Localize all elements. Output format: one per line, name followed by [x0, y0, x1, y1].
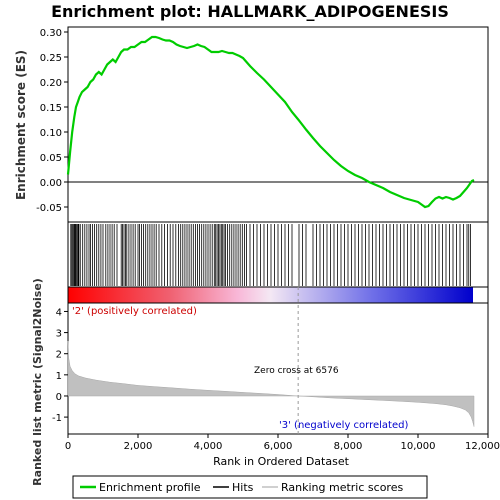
top-y-tick-label: 0.25 — [40, 53, 62, 64]
ranked-metric-panel: -1 0 1 2 3 4 '2' (positively correlated) '3' … — [52, 287, 489, 435]
top-y-tick-label: 0.00 — [40, 178, 62, 189]
top-y-tick-label: 0.15 — [40, 103, 62, 114]
x-tick-label: 4,000 — [194, 441, 223, 452]
chart-title: Enrichment plot: HALLMARK_ADIPOGENESIS — [51, 2, 449, 21]
bottom-y-tick-label: -1 — [52, 413, 62, 424]
x-tick-label: 6,000 — [264, 441, 293, 452]
legend-frame — [72, 475, 428, 499]
top-y-tick-label: 0.10 — [40, 128, 62, 139]
bottom-y-tick-label: 0 — [56, 392, 62, 403]
zero-cross-label: Zero cross at 6576 — [254, 366, 339, 376]
positive-correlation-label: '2' (positively correlated) — [72, 306, 197, 317]
hit-marks — [70, 224, 471, 286]
x-tick-label: 8,000 — [334, 441, 363, 452]
top-y-tick-label: 0.20 — [40, 78, 62, 89]
top-y-tick-label: 0.05 — [40, 153, 62, 164]
bottom-y-tick-label: 3 — [56, 329, 62, 340]
top-y-tick-label: 0.30 — [40, 28, 62, 39]
top-y-tick-label: -0.05 — [36, 203, 62, 214]
enrichment-score-panel: -0.05 0.00 0.05 0.10 0.15 0.20 0.25 0.30 — [36, 26, 489, 223]
bottom-y-tick-label: 1 — [56, 371, 62, 382]
bottom-y-tick-label: 2 — [56, 350, 62, 361]
ranking-metric-area — [67, 340, 475, 427]
enrichment-profile-line — [66, 35, 475, 209]
x-tick-label: 10,000 — [401, 441, 436, 452]
negative-correlation-label: '3' (negatively correlated) — [279, 420, 408, 431]
bottom-plot-frame — [67, 302, 489, 435]
top-y-ticks: -0.05 0.00 0.05 0.10 0.15 0.20 0.25 0.30 — [36, 28, 68, 214]
x-axis-label: Rank in Ordered Dataset — [213, 455, 350, 468]
bottom-y-ticks: -1 0 1 2 3 4 — [52, 307, 68, 424]
legend-label-hits: Hits — [232, 481, 254, 494]
legend-label-metric: Ranking metric scores — [281, 481, 403, 494]
x-tick-label: 0 — [65, 441, 71, 452]
x-axis-ticks: 0 2,000 4,000 6,000 8,000 10,000 12,000 — [65, 434, 500, 452]
x-tick-label: 2,000 — [124, 441, 153, 452]
legend: Enrichment profile Hits Ranking metric s… — [72, 475, 428, 499]
top-plot-frame — [67, 26, 489, 223]
ranking-color-bar — [68, 287, 473, 303]
legend-label-enrichment: Enrichment profile — [99, 481, 201, 494]
x-tick-label: 12,000 — [465, 441, 500, 452]
y-axis-label-top: Enrichment score (ES) — [14, 50, 28, 200]
bottom-y-tick-label: 4 — [56, 307, 62, 318]
hits-panel — [67, 221, 489, 288]
y-axis-label-bottom: Ranked list metric (Signal2Noise) — [31, 278, 44, 486]
